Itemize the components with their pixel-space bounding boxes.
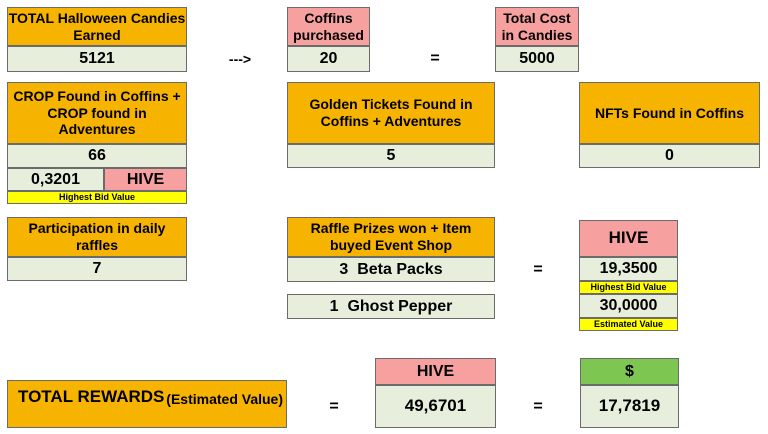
prize-ghost-pepper-note: Estimated Value [579,318,678,331]
crop-currency: HIVE [104,168,187,191]
equals-sign: = [430,50,440,67]
equals-sign: = [329,398,339,415]
prizes-header: Raffle Prizes won + Item buyed Event Sho… [287,217,495,257]
prize-beta-packs-name: Beta Packs [357,260,443,278]
prize-beta-packs-hive: 19,3500 [579,257,678,281]
crop-price-note: Highest Bid Value [7,191,187,204]
raffles-value: 7 [7,257,187,281]
cost-value: 5000 [495,46,579,72]
nfts-header: NFTs Found in Coffins [579,82,760,144]
total-rewards-note: (Estimated Value) [166,391,283,407]
equals-sign: = [533,398,543,415]
total-rewards-label: TOTAL REWARDS (Estimated Value) [7,380,287,428]
prize-ghost-pepper: 1 Ghost Pepper [287,294,495,319]
prize-ghost-pepper-hive: 30,0000 [579,294,678,318]
total-rewards-title: TOTAL REWARDS [18,387,165,406]
total-usd-header: $ [580,358,679,385]
prize-ghost-pepper-name: Ghost Pepper [347,297,453,315]
crop-value: 66 [7,144,187,168]
nfts-value: 0 [579,144,760,168]
prize-beta-packs-qty: 3 [339,260,349,278]
crop-price: 0,3201 [7,168,104,191]
cost-header: Total Cost in Candies [495,7,579,46]
crop-header: CROP Found in Coffins + CROP found in Ad… [7,82,187,144]
raffles-header: Participation in daily raffles [7,217,187,257]
total-usd-value: 17,7819 [580,385,679,428]
tickets-header: Golden Tickets Found in Coffins + Advent… [287,82,495,144]
prize-beta-packs-note: Highest Bid Value [579,281,678,294]
hive-header: HIVE [579,220,678,257]
tickets-value: 5 [287,144,495,168]
total-hive-value: 49,6701 [375,385,496,428]
prize-ghost-pepper-qty: 1 [329,297,339,315]
arrow-text: ---> [228,51,252,67]
equals-sign: = [533,260,543,278]
total-hive-header: HIVE [375,358,496,385]
candies-header: TOTAL Halloween Candies Earned [7,7,187,46]
coffins-header: Coffins purchased [287,7,370,46]
coffins-value: 20 [287,46,370,72]
candies-value: 5121 [7,46,187,72]
prize-beta-packs: 3 Beta Packs [287,257,495,282]
